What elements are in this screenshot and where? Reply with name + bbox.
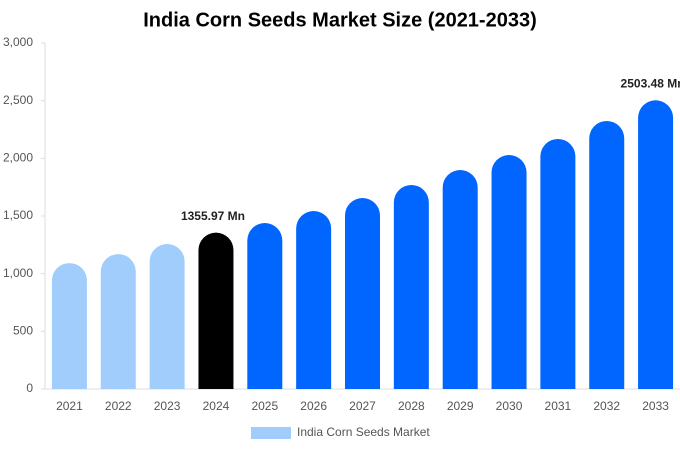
x-tick-label: 2027 <box>349 399 376 413</box>
bar <box>442 169 478 389</box>
bar <box>345 198 380 389</box>
y-tick-label: 1,500 <box>3 208 33 222</box>
y-tick-label: 1,000 <box>3 266 33 280</box>
x-tick-label: 2025 <box>251 399 278 413</box>
value-label: 1355.97 Mn <box>181 209 245 223</box>
y-tick-label: 0 <box>26 381 33 395</box>
chart-title: India Corn Seeds Market Size (2021-2033) <box>143 9 537 31</box>
x-tick-label: 2023 <box>154 399 181 413</box>
x-tick-label: 2021 <box>56 399 83 413</box>
y-tick-label: 500 <box>13 324 33 338</box>
bar <box>393 184 429 389</box>
bar <box>589 120 625 389</box>
bar <box>491 154 527 389</box>
x-tick-label: 2024 <box>203 399 230 413</box>
legend-label: India Corn Seeds Market <box>297 425 430 439</box>
bar <box>149 244 185 389</box>
y-tick-label: 3,000 <box>3 35 33 49</box>
bar <box>296 211 332 389</box>
x-tick-label: 2032 <box>593 399 620 413</box>
bar <box>638 100 674 389</box>
value-label: 2503.48 Mn <box>621 76 680 90</box>
bar <box>51 263 87 389</box>
x-tick-label: 2031 <box>545 399 572 413</box>
x-tick-label: 2029 <box>447 399 474 413</box>
x-tick-label: 2022 <box>105 399 132 413</box>
x-tick-label: 2028 <box>398 399 425 413</box>
legend-swatch <box>251 427 291 439</box>
x-tick-label: 2030 <box>496 399 523 413</box>
bar <box>100 254 136 389</box>
y-tick-label: 2,000 <box>3 151 33 165</box>
bar <box>540 138 576 389</box>
x-tick-label: 2026 <box>300 399 327 413</box>
x-tick-label: 2033 <box>642 399 669 413</box>
bar <box>247 223 283 389</box>
bar <box>198 232 234 389</box>
y-tick-label: 2,500 <box>3 93 33 107</box>
